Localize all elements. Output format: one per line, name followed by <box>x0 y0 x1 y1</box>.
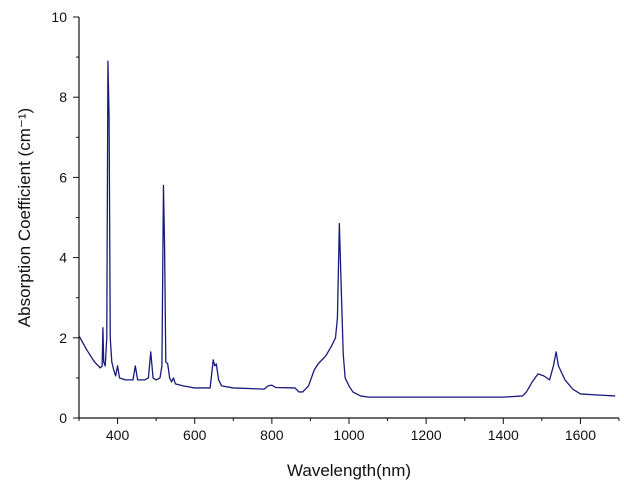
chart-axes <box>78 17 619 419</box>
x-axis-label: Wavelength(nm) <box>287 461 411 480</box>
x-tick-label: 600 <box>183 427 207 443</box>
y-tick-label: 0 <box>59 410 67 426</box>
chart-ticks: 400 600 800 1000 1200 1400 1600 0 2 4 6 8 10 <box>51 9 620 443</box>
x-tick-label: 800 <box>260 427 284 443</box>
y-tick-label: 2 <box>59 330 67 346</box>
chart-series <box>78 60 616 398</box>
x-tick-label: 1600 <box>565 427 596 443</box>
x-tick-label: 1200 <box>411 427 442 443</box>
y-tick-label: 6 <box>59 169 67 185</box>
y-tick-label: 8 <box>59 89 67 105</box>
x-tick-label: 400 <box>106 427 130 443</box>
y-tick-label: 4 <box>59 250 67 266</box>
y-tick-label: 10 <box>51 9 67 25</box>
series-line-0 <box>78 60 616 398</box>
x-tick-label: 1000 <box>333 427 364 443</box>
x-tick-label: 1400 <box>488 427 519 443</box>
y-axis-label: Absorption Coefficient (cm⁻¹) <box>15 108 34 327</box>
